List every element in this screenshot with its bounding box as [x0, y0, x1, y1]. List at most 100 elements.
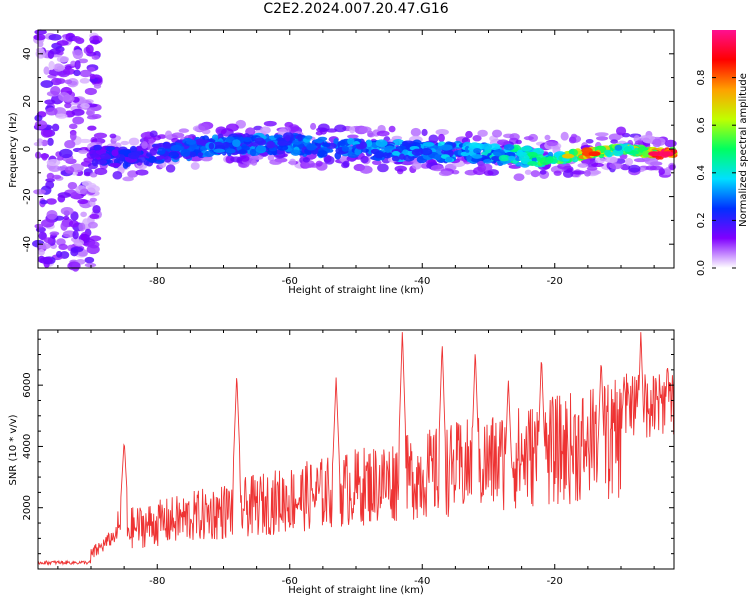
heatmap-cell: [437, 133, 445, 143]
heatmap-cell: [93, 144, 103, 151]
heatmap-cell: [33, 33, 46, 41]
heatmap-cell: [628, 164, 641, 173]
heatmap-layer: [32, 29, 678, 272]
heatmap-cell: [317, 123, 330, 132]
heatmap-cell: [382, 151, 393, 159]
heatmap-cell: [93, 83, 102, 89]
heatmap-cell: [477, 129, 488, 137]
heatmap-cell: [240, 155, 250, 162]
heatmap-cell: [62, 68, 76, 75]
heatmap-cell: [230, 156, 243, 163]
heatmap-cell: [64, 140, 76, 149]
heatmap-cell: [317, 136, 328, 141]
heatmap-cell: [530, 170, 540, 178]
heatmap-cell: [238, 149, 247, 154]
heatmap-cell: [513, 173, 525, 181]
heatmap-cell: [84, 262, 97, 268]
heatmap-cell: [79, 78, 90, 84]
heatmap-cell: [73, 69, 81, 77]
heatmap-cell: [306, 143, 317, 151]
heatmap-cell: [371, 160, 382, 166]
heatmap-cell: [78, 138, 92, 143]
heatmap-cell: [63, 215, 70, 220]
heatmap-cell: [215, 126, 227, 135]
heatmap-cell: [135, 169, 149, 176]
heatmap-cell: [520, 146, 533, 152]
heatmap-cell: [577, 163, 589, 168]
heatmap-cell: [263, 120, 277, 127]
heatmap-cell: [149, 130, 158, 138]
heatmap-cell: [58, 243, 68, 250]
heatmap-cell: [394, 165, 407, 172]
heatmap-cell: [80, 188, 90, 195]
heatmap-cell: [527, 160, 538, 167]
heatmap-cell: [51, 123, 60, 132]
heatmap-cell: [269, 159, 282, 165]
heatmap-cell: [411, 161, 422, 170]
x-tick-label: -40: [414, 576, 430, 587]
heatmap-cell: [571, 155, 579, 163]
heatmap-cell: [204, 150, 215, 158]
bottom-x-ticks: -80 -60 -40 -20: [57, 330, 655, 587]
heatmap-cell: [89, 73, 96, 80]
heatmap-cell: [491, 129, 503, 138]
heatmap-cell: [402, 149, 409, 155]
heatmap-cell: [185, 139, 197, 145]
x-tick-label: -80: [149, 276, 165, 287]
top-x-ticks: -80 -60 -40 -20: [57, 30, 655, 287]
heatmap-cell: [355, 143, 365, 150]
heatmap-cell: [481, 143, 493, 151]
heatmap-cell: [94, 167, 108, 176]
heatmap-cell: [661, 151, 674, 157]
heatmap-cell: [310, 122, 317, 130]
heatmap-cell: [391, 155, 400, 162]
heatmap-cell: [583, 169, 591, 177]
heatmap-cell: [80, 211, 87, 218]
y-tick-label: 40: [22, 47, 33, 60]
heatmap-cell: [79, 69, 92, 78]
heatmap-cell: [465, 130, 473, 139]
heatmap-cell: [129, 145, 138, 153]
heatmap-cell: [527, 151, 538, 158]
heatmap-cell: [255, 145, 267, 154]
heatmap-cell: [45, 178, 56, 183]
heatmap-cell: [365, 139, 373, 148]
heatmap-cell: [317, 150, 328, 158]
heatmap-cell: [277, 140, 288, 146]
heatmap-cell: [562, 169, 574, 178]
heatmap-cell: [53, 63, 64, 72]
heatmap-cell: [652, 138, 662, 148]
colorbar-tick-label: 0.8: [696, 70, 707, 86]
heatmap-cell: [391, 151, 401, 156]
heatmap-cell: [178, 128, 190, 133]
heatmap-cell: [539, 169, 547, 175]
heatmap-cell: [604, 156, 618, 163]
heatmap-cell: [360, 155, 369, 164]
heatmap-cell: [587, 170, 602, 175]
heatmap-cell: [189, 151, 197, 158]
heatmap-cell: [72, 35, 82, 42]
heatmap-cell: [315, 160, 323, 167]
heatmap-cell: [612, 148, 624, 157]
heatmap-cell: [524, 169, 532, 175]
heatmap-cell: [64, 166, 75, 174]
bottom-y-ticks: 2000 4000 6000: [22, 338, 674, 570]
x-tick-label: -20: [547, 276, 563, 287]
heatmap-cell: [89, 197, 97, 203]
heatmap-cell: [251, 154, 264, 160]
heatmap-cell: [180, 148, 191, 157]
heatmap-cell: [401, 141, 409, 147]
heatmap-cell: [38, 231, 47, 241]
heatmap-cell: [164, 130, 173, 139]
heatmap-cell: [35, 47, 45, 53]
heatmap-cell: [148, 155, 157, 164]
heatmap-cell: [623, 146, 633, 153]
heatmap-cell: [70, 211, 79, 221]
heatmap-cell: [40, 128, 53, 138]
colorbar-tick-label: 0.2: [696, 212, 707, 228]
heatmap-cell: [197, 152, 204, 157]
heatmap-cell: [43, 66, 50, 75]
heatmap-cell: [544, 134, 551, 141]
heatmap-cell: [625, 157, 634, 166]
heatmap-cell: [80, 233, 87, 242]
